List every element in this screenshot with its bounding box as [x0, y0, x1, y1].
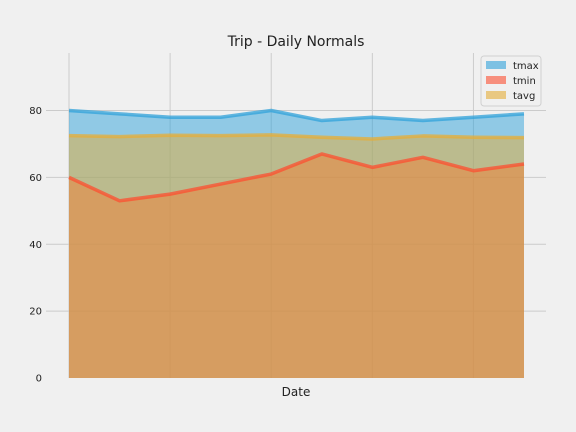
- y-tick-label: 20: [29, 307, 42, 318]
- chart-title: Trip - Daily Normals: [227, 34, 365, 50]
- legend: tmax tmin tavg: [480, 55, 542, 107]
- line-tavg: [68, 133, 525, 141]
- series-lines: [68, 108, 525, 203]
- x-axis-label: Date: [282, 385, 311, 399]
- line-tmin: [68, 152, 525, 203]
- y-tick-label: 0: [36, 374, 42, 385]
- y-tick-label: 40: [29, 240, 42, 251]
- y-axis-ticks: 0 20 40 60 80: [29, 106, 42, 384]
- legend-label-tavg: tavg: [513, 91, 535, 102]
- line-tmax: [68, 108, 525, 123]
- legend-swatch-tmin: [486, 76, 506, 84]
- legend-label-tmax: tmax: [513, 61, 539, 72]
- legend-swatch-tmax: [486, 61, 506, 69]
- y-tick-label: 80: [29, 106, 42, 117]
- y-tick-label: 60: [29, 173, 42, 184]
- legend-label-tmin: tmin: [513, 76, 536, 87]
- plot-area: [69, 110, 524, 378]
- area-tavg: [69, 134, 524, 378]
- legend-swatch-tavg: [486, 91, 506, 99]
